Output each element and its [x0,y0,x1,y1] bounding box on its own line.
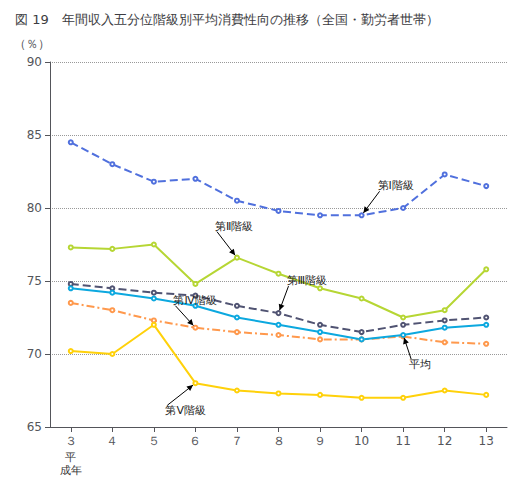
svg-text:70: 70 [27,347,42,361]
svg-text:５: ５ [148,434,160,448]
svg-text:８: ８ [273,434,285,448]
svg-text:図 19 年間収入五分位階級別平均消費性向の推移（全国・勤労: 図 19 年間収入五分位階級別平均消費性向の推移（全国・勤労者世帯） [15,12,439,27]
svg-text:第Ⅲ階級: 第Ⅲ階級 [287,274,328,287]
svg-text:10: 10 [354,434,369,448]
svg-text:90: 90 [27,55,42,69]
svg-text:85: 85 [27,128,42,142]
svg-text:３: ３ [65,434,77,448]
svg-text:80: 80 [27,201,42,215]
svg-text:６: ６ [189,434,201,448]
svg-text:９: ９ [314,434,326,448]
svg-text:成年: 成年 [60,464,82,477]
svg-text:４: ４ [106,434,118,448]
svg-text:11: 11 [395,434,410,448]
svg-text:（％）: （％） [14,37,50,51]
svg-text:第Ⅳ階級: 第Ⅳ階級 [173,294,216,307]
svg-text:12: 12 [437,434,452,448]
svg-text:７: ７ [231,434,243,448]
svg-text:第Ⅴ階級: 第Ⅴ階級 [165,404,206,417]
svg-text:第Ⅰ階級: 第Ⅰ階級 [378,179,414,192]
svg-text:75: 75 [27,274,42,288]
svg-text:65: 65 [27,420,42,434]
svg-text:13: 13 [479,434,494,448]
svg-text:第Ⅱ階級: 第Ⅱ階級 [215,220,253,233]
svg-text:平: 平 [65,451,76,464]
svg-text:平均: 平均 [409,358,431,371]
